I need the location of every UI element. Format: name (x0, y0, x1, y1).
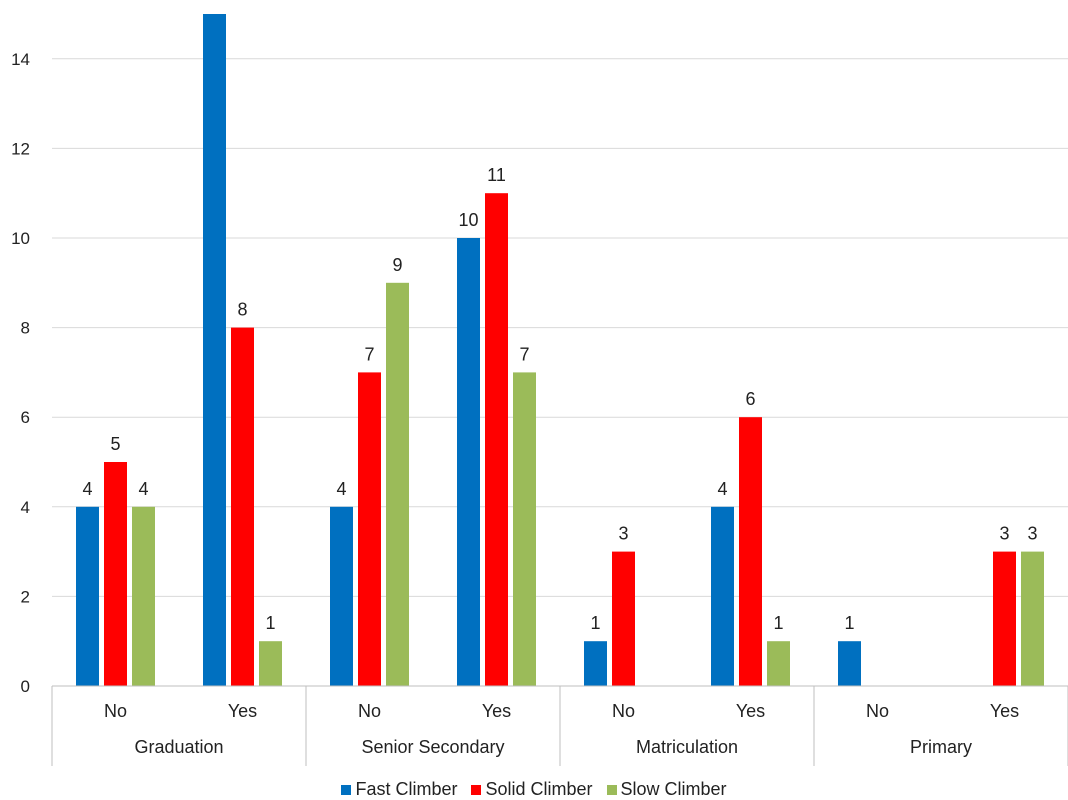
bar (259, 641, 282, 686)
legend-item: Fast Climber (341, 779, 457, 800)
data-label: 4 (138, 479, 148, 499)
legend-item: Slow Climber (606, 779, 727, 800)
x-subcategory-label: Yes (736, 701, 765, 721)
legend-swatch (341, 784, 352, 795)
x-subcategory-label: Yes (228, 701, 257, 721)
x-group-label: Senior Secondary (361, 737, 504, 757)
data-label: 1 (773, 613, 783, 633)
data-label: 8 (237, 300, 247, 320)
legend-swatch (606, 784, 617, 795)
bar (1021, 551, 1044, 686)
data-label: 5 (110, 434, 120, 454)
bar (485, 193, 508, 686)
x-subcategory-label: No (612, 701, 635, 721)
data-label: 3 (618, 524, 628, 544)
x-group-label: Matriculation (636, 737, 738, 757)
bar (386, 282, 409, 686)
data-label: 7 (519, 344, 529, 364)
data-label: 3 (1027, 524, 1037, 544)
bar (767, 641, 790, 686)
data-label: 4 (336, 479, 346, 499)
bar (838, 641, 861, 686)
bar (330, 506, 353, 686)
data-label: 10 (458, 210, 478, 230)
bar (612, 551, 635, 686)
y-tick-label: 10 (11, 229, 30, 248)
data-label: 1 (590, 613, 600, 633)
data-label: 6 (745, 389, 755, 409)
bar (457, 238, 480, 686)
x-group-label: Primary (910, 737, 972, 757)
bar (739, 417, 762, 686)
y-tick-label: 6 (21, 408, 30, 427)
data-label: 1 (844, 613, 854, 633)
data-label: 1 (265, 613, 275, 633)
bar (104, 462, 127, 686)
x-subcategory-label: Yes (990, 701, 1019, 721)
bar (76, 506, 99, 686)
axes (51, 685, 1068, 766)
bar (231, 327, 254, 686)
y-tick-label: 0 (21, 677, 30, 696)
x-subcategory-label: No (358, 701, 381, 721)
x-subcategory-label: No (866, 701, 889, 721)
data-label: 7 (364, 344, 374, 364)
legend-swatch (471, 784, 482, 795)
legend: Fast Climber Solid Climber Slow Climber (0, 779, 1068, 800)
data-label: 4 (82, 479, 92, 499)
x-group-label: Graduation (134, 737, 223, 757)
y-tick-label: 14 (11, 50, 30, 69)
bar (203, 14, 226, 686)
bars (76, 14, 1044, 686)
bar (711, 506, 734, 686)
y-tick-label: 12 (11, 139, 30, 158)
y-tick-label: 4 (21, 498, 30, 517)
data-label: 11 (487, 165, 506, 185)
data-label: 4 (717, 479, 727, 499)
bar (132, 506, 155, 686)
labels: 02468101214454No81YesGraduation479No1011… (11, 50, 1037, 757)
bar (358, 372, 381, 686)
legend-label: Fast Climber (355, 779, 458, 799)
legend-label: Solid Climber (485, 779, 593, 799)
data-label: 9 (392, 255, 402, 275)
bar (513, 372, 536, 686)
legend-label: Slow Climber (620, 779, 727, 799)
x-subcategory-label: Yes (482, 701, 511, 721)
bar (584, 641, 607, 686)
y-tick-label: 8 (21, 319, 30, 338)
bar (993, 551, 1016, 686)
y-tick-label: 2 (21, 587, 30, 606)
x-subcategory-label: No (104, 701, 127, 721)
bar-chart: 02468101214454No81YesGraduation479No1011… (11, 14, 1068, 766)
data-label: 3 (999, 524, 1009, 544)
legend-item: Solid Climber (471, 779, 593, 800)
